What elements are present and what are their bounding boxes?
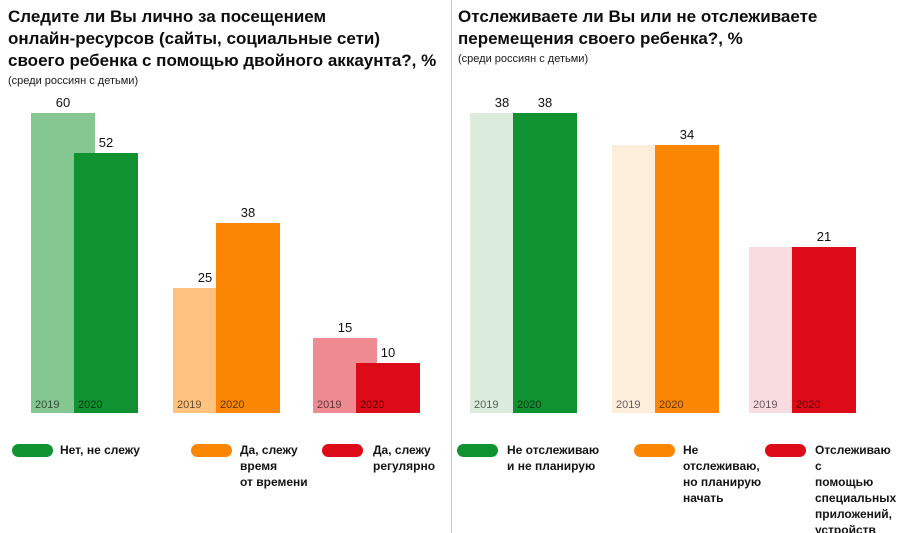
bar-year-label: 2020: [659, 399, 684, 411]
chart-header: Отслеживаете ли Вы или не отслеживаете п…: [458, 6, 817, 66]
bar-2020: 2020: [513, 113, 577, 413]
bar-group: 2019 2020 21: [749, 113, 856, 413]
bar-year-label: 2019: [474, 399, 499, 411]
chart-panel-right: Отслеживаете ли Вы или не отслеживаете п…: [452, 0, 900, 533]
chart-subtitle: (среди россиян с детьми): [8, 75, 139, 87]
plot-area: 2019 38 2020 38 2019 2020 34 2019 2020 21: [452, 95, 900, 413]
legend-label: Не отслеживаю и не планирую: [507, 443, 600, 473]
bar-group: 2019 25 2020 38: [173, 113, 280, 413]
legend-swatch-pill: [765, 444, 806, 457]
vertical-divider: [451, 0, 452, 533]
bar-2020: 2020: [356, 363, 420, 413]
bar-value-label: 21: [816, 229, 832, 244]
bar-year-label: 2019: [753, 399, 778, 411]
bar-year-label: 2020: [220, 399, 245, 411]
legend-swatch-pill: [322, 444, 363, 457]
legend-label: Нет, не слежу: [60, 443, 140, 457]
chart-header: Следите ли Вы лично за посещением онлайн…: [8, 6, 436, 88]
chart-subtitle: (среди россиян с детьми): [458, 53, 589, 65]
bar-2020: 2020: [216, 223, 280, 413]
legend-swatch-pill: [634, 444, 675, 457]
legend-swatch-pill: [457, 444, 498, 457]
bar-2020: 2020: [74, 153, 138, 413]
bar-year-label: 2019: [317, 399, 342, 411]
bar-value-label: 38: [240, 205, 256, 220]
bar-year-label: 2019: [35, 399, 60, 411]
bar-value-label: 15: [337, 320, 353, 335]
legend-swatch-pill: [191, 444, 232, 457]
chart-title: Следите ли Вы лично за посещением онлайн…: [8, 7, 437, 70]
chart-panel-left: Следите ли Вы лично за посещением онлайн…: [0, 6, 451, 489]
bar-value-label: 25: [197, 270, 213, 285]
legend-swatch-pill: [12, 444, 53, 457]
bar-year-label: 2020: [517, 399, 542, 411]
bar-group: 2019 60 2020 52: [31, 95, 138, 413]
bar-value-label: 10: [380, 345, 396, 360]
plot-area: 2019 60 2020 52 2019 25 2020 38 2019 15 2020 10: [0, 95, 451, 413]
bar-value-label: 38: [537, 95, 553, 110]
legend-label: Да, слежу время от времени: [240, 443, 308, 489]
legend-label: Не отслеживаю, но планирую начать: [683, 443, 762, 505]
legend-label: Отслеживаю с помощью специальных приложе…: [815, 443, 897, 533]
bar-group: 2019 15 2020 10: [313, 113, 420, 413]
bar-year-label: 2019: [177, 399, 202, 411]
chart-title: Отслеживаете ли Вы или не отслеживаете п…: [458, 7, 818, 48]
legend-label: Да, слежу регулярно: [373, 443, 436, 473]
bar-value-label: 34: [679, 127, 695, 142]
bar-group: 2019 2020 34: [612, 113, 719, 413]
bar-value-label: 52: [98, 135, 114, 150]
bar-value-label: 38: [494, 95, 510, 110]
bar-year-label: 2020: [78, 399, 103, 411]
bar-2020: 2020: [655, 145, 719, 413]
bar-year-label: 2019: [616, 399, 641, 411]
bar-year-label: 2020: [360, 399, 385, 411]
bar-value-label: 60: [55, 95, 71, 110]
bar-group: 2019 38 2020 38: [470, 95, 577, 413]
bar-year-label: 2020: [796, 399, 821, 411]
bar-2020: 2020: [792, 247, 856, 413]
